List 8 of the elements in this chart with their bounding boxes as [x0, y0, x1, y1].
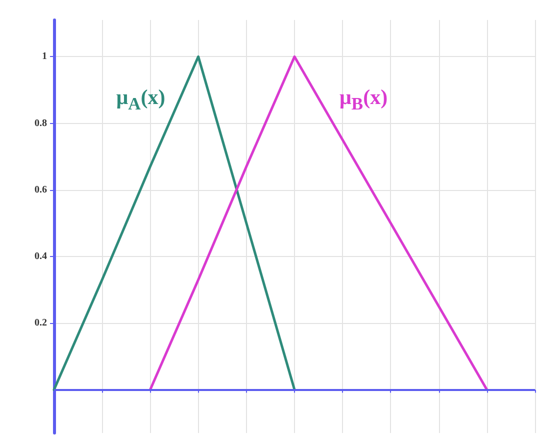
- y-tick-label: 1: [42, 51, 47, 62]
- line-series: [52, 55, 296, 391]
- series-label: μ$_{A}$(x): [116, 84, 166, 113]
- series-label: μ$_{B}$(x): [340, 84, 388, 113]
- y-tick-label: 0.8: [34, 118, 47, 129]
- y-tick-label: 0.6: [34, 184, 47, 196]
- y-tick-label: 0.4: [34, 250, 47, 262]
- y-tick-label: 0.2: [34, 318, 47, 329]
